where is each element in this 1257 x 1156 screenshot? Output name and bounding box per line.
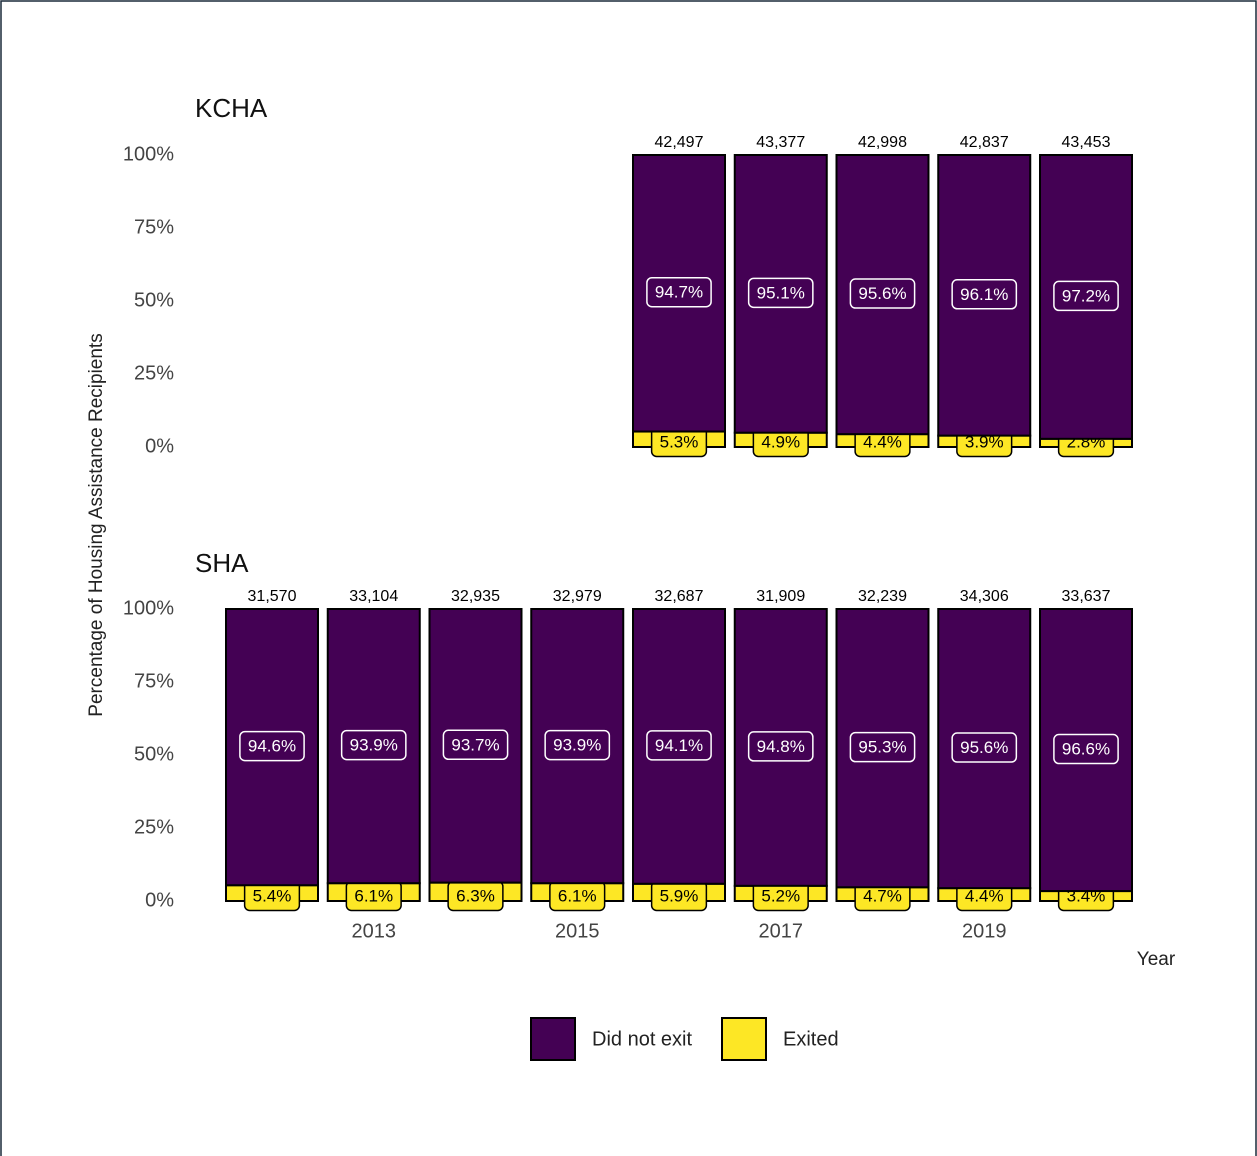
total-label: 31,909 — [756, 588, 805, 605]
total-label: 32,239 — [858, 588, 907, 605]
total-label: 33,104 — [349, 588, 398, 605]
legend-swatch — [721, 1017, 767, 1061]
value-label: 94.6% — [248, 737, 296, 756]
y-tick-label: 100% — [123, 143, 174, 165]
y-tick-label: 50% — [134, 289, 174, 311]
value-label: 6.1% — [558, 886, 597, 905]
value-label-box — [544, 729, 611, 761]
y-tick-label: 0% — [145, 435, 174, 457]
value-label: 95.3% — [858, 738, 906, 757]
x-axis-label: Year — [1137, 949, 1176, 970]
value-label: 95.1% — [757, 283, 805, 302]
value-label: 6.1% — [354, 886, 393, 905]
total-label: 33,637 — [1062, 588, 1111, 605]
legend-label: Exited — [783, 1028, 839, 1050]
total-label: 42,497 — [655, 134, 704, 151]
value-label: 93.9% — [350, 736, 398, 755]
y-axis-label: Percentage of Housing Assistance Recipie… — [86, 333, 107, 716]
value-label: 96.6% — [1062, 740, 1110, 759]
value-label-box — [849, 278, 916, 309]
value-label: 94.7% — [655, 283, 703, 302]
value-label: 95.6% — [960, 738, 1008, 757]
y-tick-label: 0% — [145, 889, 174, 911]
value-label: 5.4% — [253, 886, 292, 905]
total-label: 32,979 — [553, 588, 602, 605]
facet-title: SHA — [195, 548, 249, 578]
value-label-box — [1053, 280, 1119, 312]
y-tick-label: 50% — [134, 743, 174, 765]
value-label-box — [239, 730, 305, 762]
x-tick-label: 2019 — [962, 920, 1007, 942]
value-label: 4.4% — [863, 432, 902, 451]
value-label: 3.9% — [965, 432, 1004, 451]
value-label-box — [747, 731, 814, 762]
value-label: 93.9% — [553, 736, 601, 755]
total-label: 43,377 — [756, 134, 805, 151]
y-tick-label: 100% — [123, 597, 174, 619]
value-label-box — [442, 729, 509, 761]
value-label: 95.6% — [858, 284, 906, 303]
facet-title: KCHA — [195, 93, 268, 123]
value-label-box — [340, 729, 407, 761]
y-tick-label: 25% — [134, 816, 174, 838]
total-label: 43,453 — [1062, 134, 1111, 151]
y-tick-label: 25% — [134, 362, 174, 384]
x-tick-label: 2015 — [555, 920, 600, 942]
value-label: 97.2% — [1062, 286, 1110, 305]
total-label: 31,570 — [248, 588, 297, 605]
total-label: 34,306 — [960, 588, 1009, 605]
value-label-box — [1053, 733, 1119, 765]
x-tick-label: 2013 — [352, 920, 397, 942]
value-label: 4.4% — [965, 886, 1004, 905]
y-tick-label: 75% — [134, 670, 174, 692]
value-label-box — [747, 277, 814, 309]
value-label-box — [646, 730, 712, 761]
total-label: 42,837 — [960, 134, 1009, 151]
value-label: 5.3% — [660, 432, 699, 451]
legend-swatch — [530, 1017, 576, 1061]
value-label-box — [849, 731, 916, 763]
total-label: 32,935 — [451, 588, 500, 605]
total-label: 32,687 — [655, 588, 704, 605]
value-label-box — [951, 732, 1018, 763]
value-label: 6.3% — [456, 886, 495, 905]
value-label-box — [951, 279, 1018, 310]
value-label: 4.9% — [761, 432, 800, 451]
y-tick-label: 75% — [134, 216, 174, 238]
value-label: 93.7% — [451, 735, 499, 754]
value-label: 94.1% — [655, 736, 703, 755]
value-label: 5.2% — [761, 886, 800, 905]
total-label: 42,998 — [858, 134, 907, 151]
value-label-box — [646, 276, 712, 308]
value-label: 96.1% — [960, 285, 1008, 304]
value-label: 94.8% — [757, 737, 805, 756]
value-label: 5.9% — [660, 886, 699, 905]
legend-label: Did not exit — [592, 1028, 692, 1050]
value-label: 4.7% — [863, 886, 902, 905]
x-tick-label: 2017 — [759, 920, 804, 942]
